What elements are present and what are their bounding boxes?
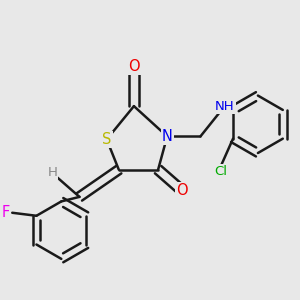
Text: O: O: [176, 183, 188, 198]
Text: NH: NH: [215, 100, 234, 112]
Text: N: N: [162, 129, 172, 144]
Text: F: F: [2, 205, 10, 220]
Text: O: O: [128, 59, 140, 74]
Text: H: H: [47, 166, 57, 179]
Text: Cl: Cl: [214, 165, 227, 178]
Text: S: S: [102, 132, 111, 147]
